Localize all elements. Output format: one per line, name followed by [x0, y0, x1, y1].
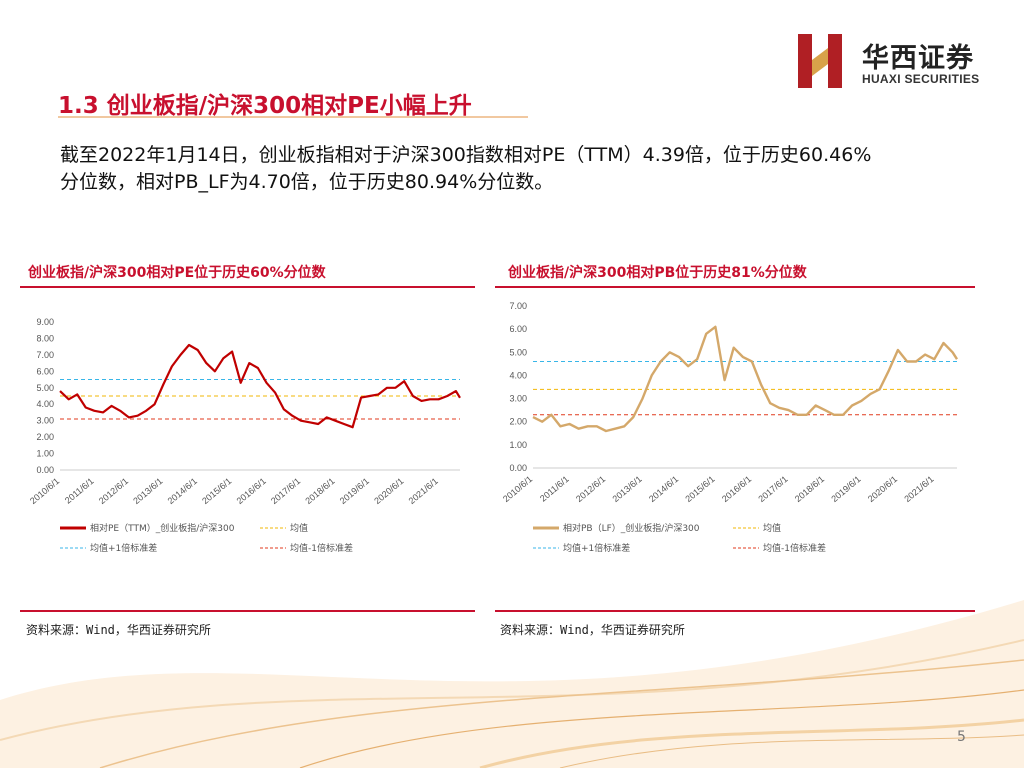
x-tick-label: 2014/6/1	[166, 476, 199, 506]
series-line	[59, 343, 461, 429]
legend-label: 均值-1倍标准差	[290, 542, 353, 554]
y-tick-label: 4.00	[36, 399, 54, 409]
y-tick-label: 6.00	[36, 366, 54, 376]
x-tick-label: 2021/6/1	[902, 474, 935, 504]
legend-label: 均值-1倍标准差	[763, 542, 826, 554]
series-line	[532, 325, 959, 433]
y-tick-label: 0.00	[509, 463, 527, 473]
pe-chart: 0.00 1.00 2.00 3.00 4.00 5.00 6.00 7.00 8.00 9.00…	[28, 317, 461, 554]
x-tick-label: 2013/6/1	[131, 476, 164, 506]
legend-label: 均值+1倍标准差	[90, 542, 157, 554]
chart-bottom-rule-pb	[495, 610, 975, 612]
y-tick-label: 1.00	[509, 440, 527, 450]
legend-label: 均值+1倍标准差	[563, 542, 630, 554]
logo-text-cn: 华西证券	[862, 43, 974, 74]
legend-label: 相对PE（TTM）_创业板指/沪深300	[90, 522, 235, 534]
x-tick-label: 2010/6/1	[28, 476, 61, 506]
x-tick-label: 2015/6/1	[200, 476, 233, 506]
x-tick-label: 2013/6/1	[610, 474, 643, 504]
x-tick-label: 2016/6/1	[235, 476, 268, 506]
source-note-pe: 资料来源：Wind，华西证券研究所	[26, 623, 211, 637]
x-tick-label: 2021/6/1	[407, 476, 440, 506]
x-tick-label: 2017/6/1	[756, 474, 789, 504]
y-tick-label: 3.00	[36, 416, 54, 426]
legend-label: 均值	[763, 522, 781, 534]
huaxi-logo-icon	[798, 34, 842, 88]
chart-top-rule-pb	[495, 286, 975, 288]
summary-text: 截至2022年1月14日，创业板指相对于沪深300指数相对PE（TTM）4.39…	[60, 144, 872, 193]
title-underline	[58, 116, 528, 118]
y-tick-label: 4.00	[509, 370, 527, 380]
x-tick-label: 2019/6/1	[338, 476, 371, 506]
x-tick-label: 2011/6/1	[538, 474, 571, 504]
y-tick-label: 3.00	[509, 394, 527, 404]
chart-top-rule-pe	[20, 286, 475, 288]
chart-bottom-rule-pe	[20, 610, 475, 612]
y-tick-label: 0.00	[36, 465, 54, 475]
logo-text-en: HUAXI SECURITIES	[862, 72, 980, 86]
chart-title-pb: 创业板指/沪深300相对PB位于历史81%分位数	[508, 265, 807, 281]
y-tick-label: 6.00	[509, 324, 527, 334]
source-note-pb: 资料来源：Wind，华西证券研究所	[500, 623, 685, 637]
y-tick-label: 2.00	[36, 432, 54, 442]
x-tick-label: 2020/6/1	[866, 474, 899, 504]
legend-label: 相对PB（LF）_创业板指/沪深300	[563, 522, 700, 534]
x-tick-label: 2018/6/1	[793, 474, 826, 504]
legend-label: 均值	[290, 522, 308, 534]
y-tick-label: 1.00	[36, 449, 54, 459]
x-tick-label: 2012/6/1	[97, 476, 130, 506]
x-tick-label: 2018/6/1	[303, 476, 336, 506]
y-tick-label: 5.00	[509, 347, 527, 357]
x-tick-label: 2017/6/1	[269, 476, 302, 506]
y-tick-label: 7.00	[36, 350, 54, 360]
y-tick-label: 2.00	[509, 417, 527, 427]
x-tick-label: 2015/6/1	[683, 474, 716, 504]
x-tick-label: 2011/6/1	[63, 476, 96, 506]
y-tick-label: 8.00	[36, 333, 54, 343]
chart-title-pe: 创业板指/沪深300相对PE位于历史60%分位数	[28, 265, 326, 281]
pb-chart: 0.00 1.00 2.00 3.00 4.00 5.00 6.00 7.00 2010/6/1…	[501, 301, 959, 554]
page-number: 5	[957, 729, 966, 745]
x-tick-label: 2010/6/1	[501, 474, 534, 504]
x-tick-label: 2014/6/1	[647, 474, 680, 504]
y-tick-label: 5.00	[36, 383, 54, 393]
x-tick-label: 2020/6/1	[372, 476, 405, 506]
page-title: 1.3 创业板指/沪深300相对PE小幅上升	[58, 93, 472, 119]
y-tick-label: 7.00	[509, 301, 527, 311]
x-tick-label: 2019/6/1	[829, 474, 862, 504]
y-tick-label: 9.00	[36, 317, 54, 327]
x-tick-label: 2016/6/1	[720, 474, 753, 504]
x-tick-label: 2012/6/1	[574, 474, 607, 504]
